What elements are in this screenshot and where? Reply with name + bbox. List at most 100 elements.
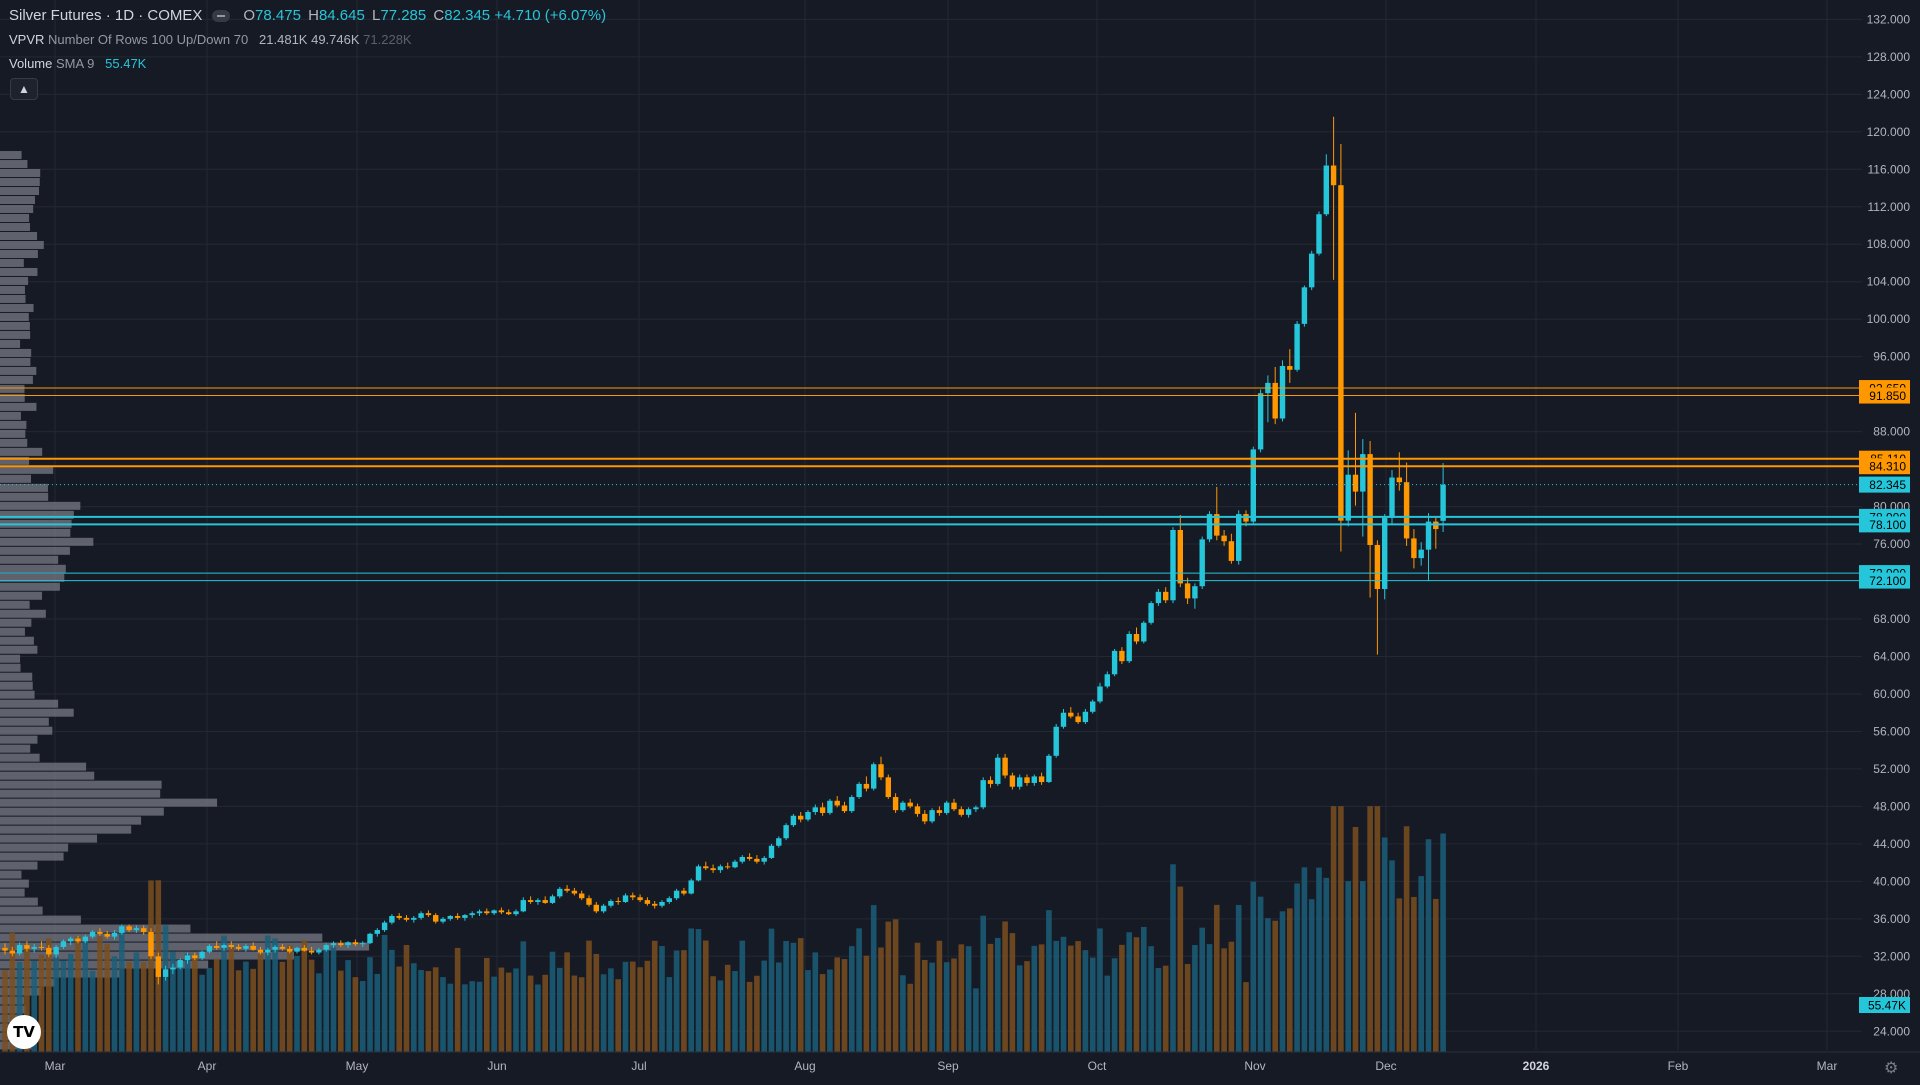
candle-body <box>922 813 928 822</box>
volume-bars <box>2 806 1446 1052</box>
tradingview-logo-icon[interactable]: TV <box>7 1015 41 1049</box>
profile-row <box>0 330 31 339</box>
profile-row <box>0 214 30 222</box>
volume-bar <box>286 945 293 1052</box>
volume-bar <box>922 959 928 1052</box>
volume-bar <box>1433 898 1439 1052</box>
volume-value: 55.47K <box>105 56 147 71</box>
candle-body <box>177 960 183 968</box>
candle-body <box>1177 530 1183 584</box>
candle-body <box>1141 622 1147 642</box>
volume-bar <box>1411 896 1417 1052</box>
volume-bar <box>600 974 607 1052</box>
vpvr-legend[interactable]: VPVR Number Of Rows 100 Up/Down 70 21.48… <box>9 32 412 48</box>
profile-row <box>0 672 33 681</box>
volume-bar <box>389 949 395 1052</box>
price-line-label: 84.310 <box>1869 460 1906 474</box>
volume-bar <box>1345 881 1351 1052</box>
profile-row <box>0 870 22 879</box>
volume-sma-label: 55.47K <box>1868 999 1906 1013</box>
volume-bar <box>1221 948 1227 1052</box>
candle-body <box>1046 755 1052 783</box>
candle-body <box>1411 538 1417 559</box>
volume-bar <box>644 960 651 1052</box>
volume-bar <box>1338 806 1344 1052</box>
volume-sma-label-bg <box>1859 997 1910 1013</box>
volume-bar <box>2 969 8 1052</box>
price-lines <box>0 387 1862 582</box>
candle-body <box>1148 603 1154 623</box>
volume-bar <box>279 961 286 1052</box>
volume-bar <box>345 960 351 1052</box>
volume-bar <box>308 959 315 1052</box>
y-tick-label: 32.000 <box>1873 949 1910 963</box>
candle-body <box>1236 514 1242 561</box>
volume-bar <box>396 966 402 1052</box>
profile-row <box>0 636 34 645</box>
volume-bar <box>60 960 67 1052</box>
volume-bar <box>783 940 789 1052</box>
volume-bar <box>542 974 548 1052</box>
x-tick-label: Aug <box>794 1059 815 1073</box>
candle-body <box>798 815 804 820</box>
candle-body <box>549 896 556 903</box>
profile-row <box>0 231 38 240</box>
volume-bar <box>703 940 709 1052</box>
candle-body <box>316 949 322 953</box>
candle-body <box>965 809 972 815</box>
profile-row <box>0 339 21 348</box>
eye-toggle-icon[interactable] <box>212 10 231 23</box>
x-tick-label: Oct <box>1088 1059 1107 1073</box>
candle-body <box>24 945 30 949</box>
candle-body <box>1199 539 1205 587</box>
volume-bar <box>1119 944 1125 1052</box>
last-price-label: 82.345 <box>1869 478 1906 492</box>
y-tick-label: 24.000 <box>1873 1024 1910 1038</box>
profile-row <box>0 456 30 465</box>
candle-body <box>885 777 891 798</box>
candle-body <box>1068 712 1074 717</box>
profile-row <box>0 187 40 196</box>
volume-bar <box>170 951 176 1052</box>
candle-body <box>600 905 607 912</box>
y-tick-label: 88.000 <box>1873 425 1910 439</box>
volume-bar <box>1068 945 1074 1052</box>
volume-bar <box>425 971 432 1052</box>
chevron-up-icon[interactable]: ▲ <box>10 78 38 100</box>
profile-row <box>0 852 64 861</box>
profile-row <box>0 969 120 978</box>
candle-body <box>491 910 497 914</box>
candle-body <box>1316 214 1322 254</box>
candle-body <box>323 945 329 950</box>
candle-body <box>1418 549 1424 559</box>
candle-body <box>1082 711 1089 723</box>
gear-icon[interactable]: ⚙ <box>1884 1060 1899 1077</box>
volume-bar <box>987 943 994 1052</box>
candle-body <box>1440 484 1446 521</box>
volume-legend[interactable]: Volume SMA 9 55.47K <box>9 56 146 72</box>
volume-bar <box>557 967 563 1052</box>
profile-row <box>0 582 60 591</box>
volume-bar <box>900 975 906 1052</box>
candle-body <box>1090 701 1096 712</box>
volume-bar <box>673 950 680 1052</box>
volume-bar <box>995 937 1001 1052</box>
volume-bar <box>1265 918 1271 1052</box>
candle-body <box>1133 634 1140 642</box>
candle-body <box>571 890 578 894</box>
volume-bar <box>338 970 344 1052</box>
volume-bar <box>148 880 154 1052</box>
symbol-title[interactable]: Silver Futures · 1D · COMEX <box>9 7 203 24</box>
volume-bar <box>1374 806 1381 1052</box>
candle-body <box>235 946 242 949</box>
profile-row <box>0 753 40 762</box>
candle-body <box>1360 454 1366 492</box>
candle-body <box>710 868 716 871</box>
volume-bar <box>53 956 59 1052</box>
candle-body <box>1221 535 1227 542</box>
candle-body <box>878 764 884 778</box>
candle-body <box>892 797 899 811</box>
legend-title-row: Silver Futures · 1D · COMEX O78.475 H84.6… <box>9 8 606 24</box>
